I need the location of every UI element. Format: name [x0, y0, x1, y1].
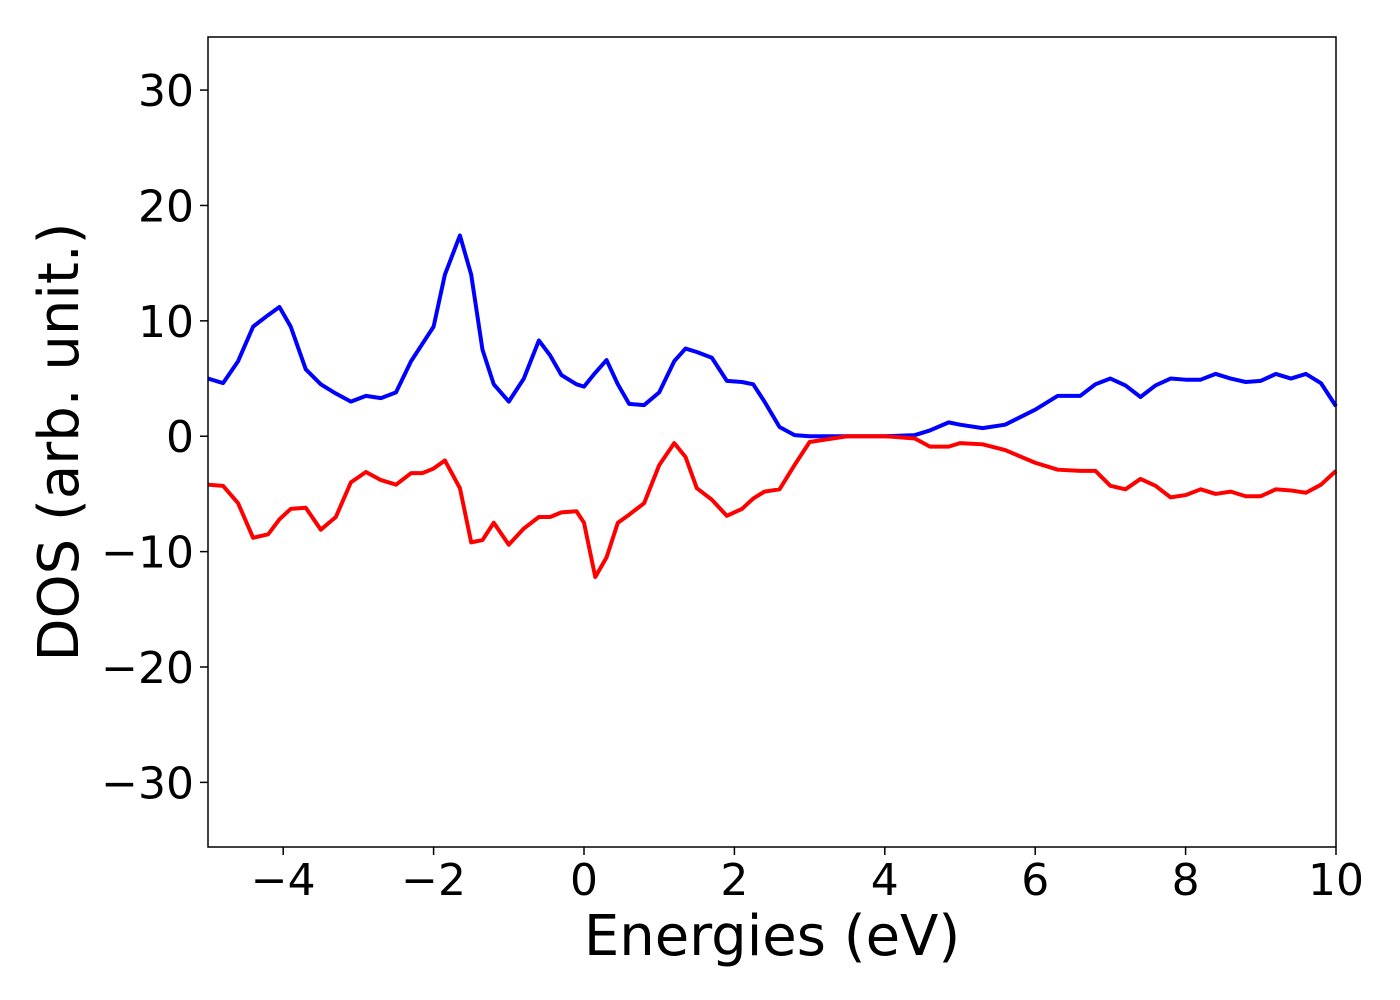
line-series [207, 434, 1338, 579]
y-tick-label: −10 [101, 528, 194, 579]
y-tick-label: 10 [138, 297, 194, 348]
x-tick-label: 4 [871, 855, 899, 906]
y-tick-label: 20 [138, 181, 194, 232]
x-tick-label: −4 [251, 855, 316, 906]
x-tick-label: 0 [570, 855, 598, 906]
x-tick-label: 8 [1172, 855, 1200, 906]
line-series [207, 233, 1338, 439]
y-tick-label: −20 [101, 643, 194, 694]
x-axis-label: Energies (eV) [584, 904, 960, 969]
y-tick-label: −30 [101, 758, 194, 809]
y-tick-label: 0 [166, 412, 194, 463]
y-axis-label: DOS (arb. unit.) [27, 222, 92, 661]
y-tick-label: 30 [138, 66, 194, 117]
x-tick-label: 2 [720, 855, 748, 906]
x-tick-label: −2 [401, 855, 466, 906]
plot-frame [207, 36, 1337, 848]
x-tick-label: 6 [1021, 855, 1049, 906]
x-tick-label: 10 [1308, 855, 1364, 906]
